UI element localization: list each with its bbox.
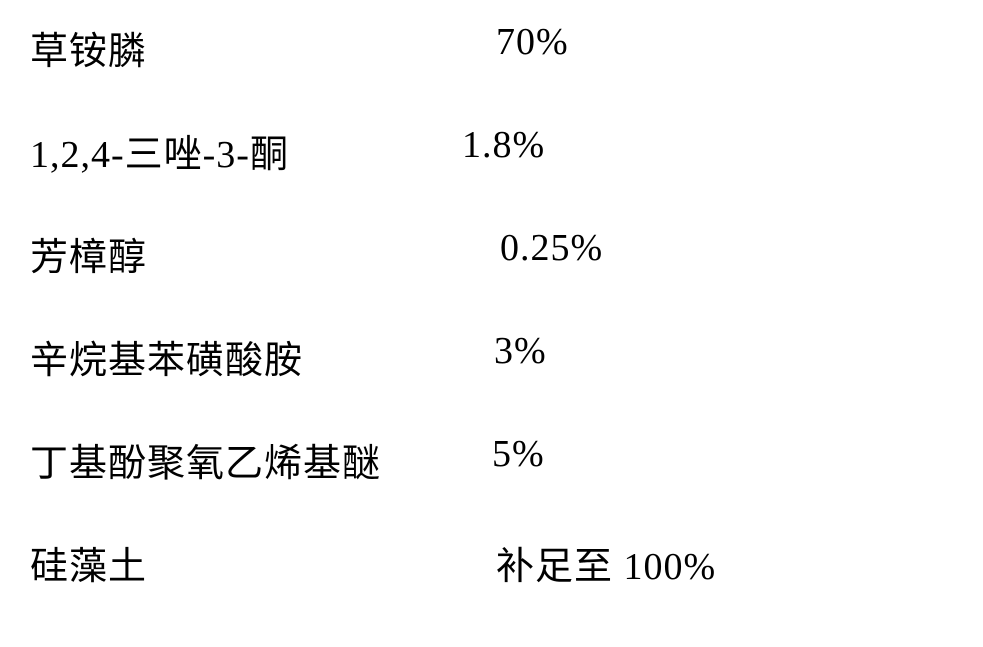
table-row: 辛烷基苯磺酸胺 3% — [30, 329, 953, 384]
ingredient-value: 补足至 100% — [462, 535, 716, 590]
table-row: 1,2,4-三唑-3-酮 1.8% — [30, 123, 953, 178]
ingredient-label: 辛烷基苯磺酸胺 — [30, 329, 462, 384]
table-row: 丁基酚聚氧乙烯基醚 5% — [30, 432, 953, 487]
ingredient-label: 草铵膦 — [30, 20, 462, 75]
table-row: 芳樟醇 0.25% — [30, 226, 953, 281]
ingredient-label: 1,2,4-三唑-3-酮 — [30, 123, 462, 178]
ingredient-label: 丁基酚聚氧乙烯基醚 — [30, 432, 462, 487]
ingredient-value: 3% — [462, 329, 547, 384]
ingredient-value: 70% — [462, 20, 569, 75]
ingredient-value: 5% — [462, 432, 545, 487]
table-row: 草铵膦 70% — [30, 20, 953, 75]
table-row: 硅藻土 补足至 100% — [30, 535, 953, 590]
ingredient-value: 0.25% — [462, 226, 603, 281]
composition-table: 草铵膦 70% 1,2,4-三唑-3-酮 1.8% 芳樟醇 0.25% 辛烷基苯… — [30, 20, 953, 590]
ingredient-label: 芳樟醇 — [30, 226, 462, 281]
ingredient-label: 硅藻土 — [30, 535, 462, 590]
ingredient-value: 1.8% — [462, 123, 545, 178]
